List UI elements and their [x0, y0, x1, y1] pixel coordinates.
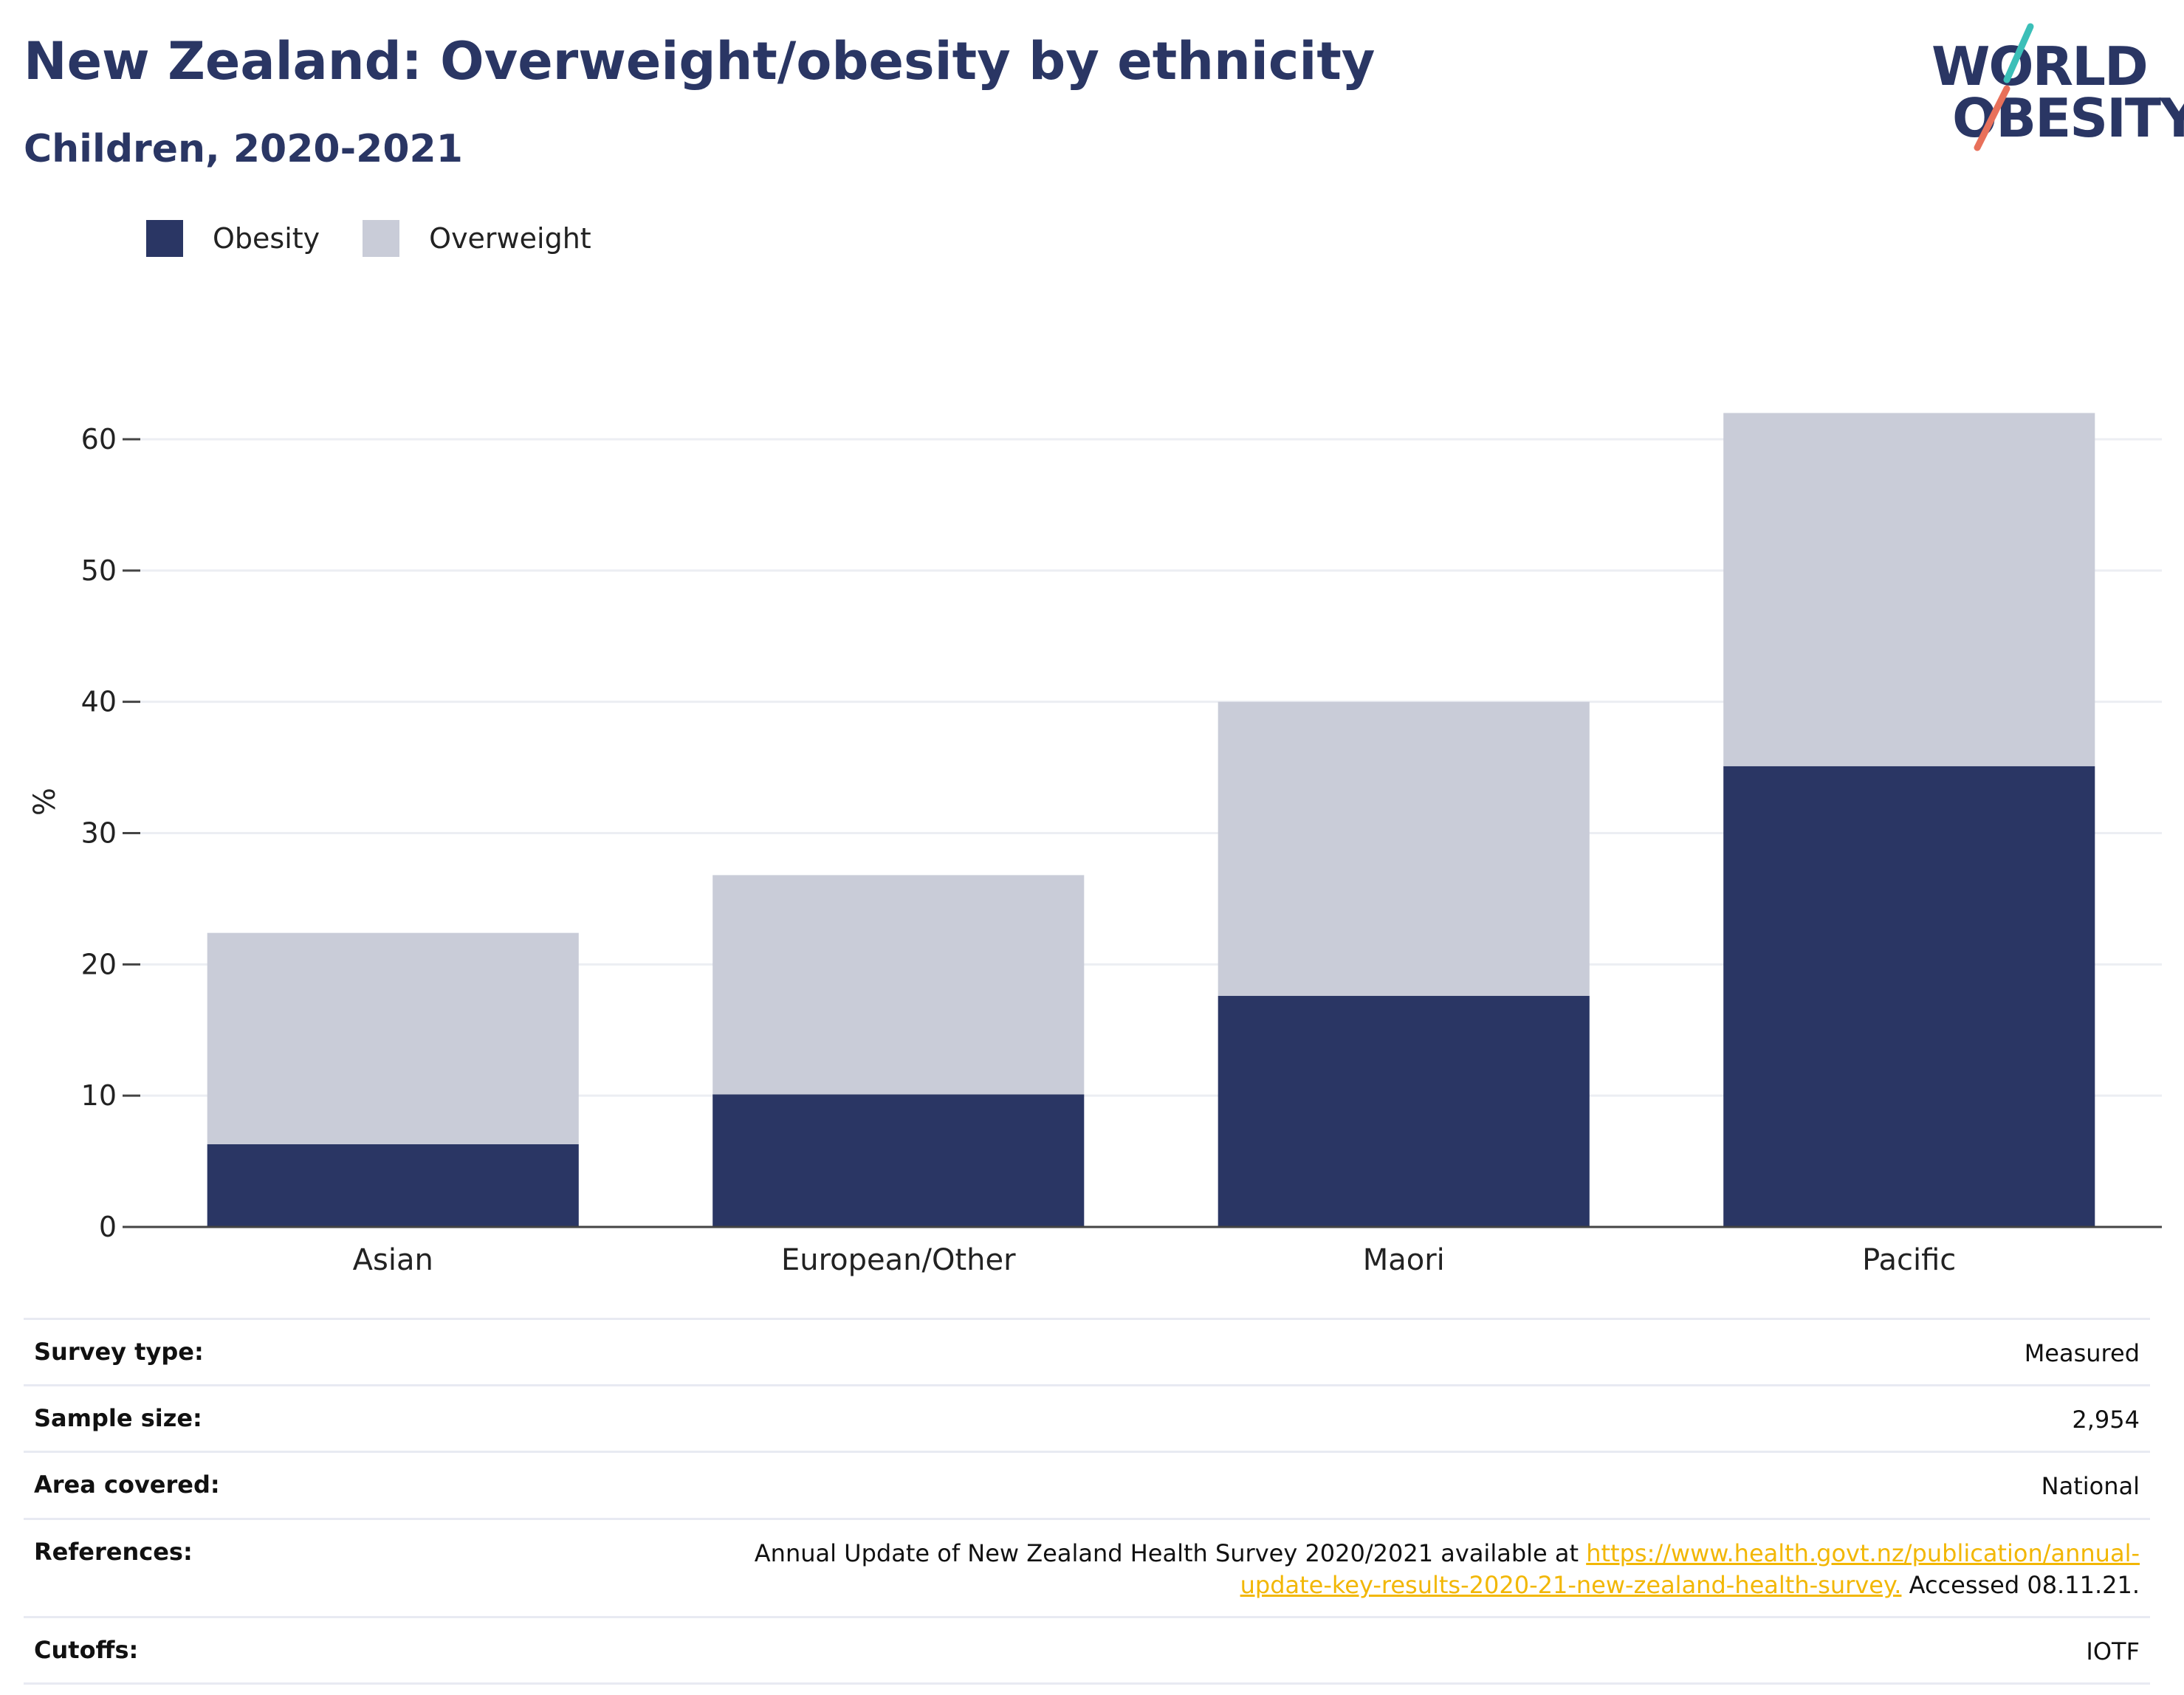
meta-row-sample-size: Sample size: 2,954: [24, 1384, 2150, 1451]
legend-swatch-obesity: [146, 220, 183, 257]
y-tick-label-40: 40: [81, 686, 117, 718]
x-tick-label-1: European/Other: [781, 1243, 1016, 1277]
bar-overweight-0: [207, 932, 579, 1144]
bar-overweight-3: [1723, 413, 2095, 766]
y-tick-label-60: 60: [81, 423, 117, 455]
y-tick-label-20: 20: [81, 948, 117, 980]
world-obesity-logo: WORLD OBESITY: [1920, 21, 2184, 154]
legend-swatch-overweight: [363, 220, 400, 257]
meta-value-references: Annual Update of New Zealand Health Surv…: [670, 1538, 2140, 1601]
y-tick-label-30: 30: [81, 817, 117, 850]
y-axis-title: %: [28, 788, 62, 816]
meta-row-area-covered: Area covered: National: [24, 1451, 2150, 1517]
legend-label-obesity: Obesity: [213, 222, 320, 255]
stacked-bar-chart: 0 10 20 30 40 50 60 Asian European/Other Maori Pac…: [28, 413, 2162, 1277]
legend-item-overweight: Overweight: [363, 220, 591, 257]
meta-value-sample-size: 2,954: [2072, 1406, 2140, 1434]
reference-accessed: Accessed 08.11.21.: [1901, 1570, 2140, 1599]
bar-overweight-2: [1218, 701, 1590, 997]
y-tick-label-0: 0: [99, 1211, 117, 1243]
meta-label-cutoffs: Cutoffs:: [34, 1635, 139, 1664]
bar-obesity-2: [1218, 996, 1590, 1227]
meta-label-area-covered: Area covered:: [34, 1471, 220, 1499]
slash-o-logo-icon: [1974, 23, 2034, 151]
logo-line-1: WORLD: [1931, 35, 2149, 97]
x-tick-label-0: Asian: [353, 1243, 433, 1277]
x-tick-label-3: Pacific: [1862, 1243, 1956, 1277]
reference-text: Annual Update of New Zealand Health Surv…: [754, 1538, 1587, 1567]
bar-obesity-1: [712, 1094, 1085, 1227]
chart-title: New Zealand: Overweight/obesity by ethni…: [24, 31, 1376, 92]
chart-legend: Obesity Overweight: [146, 220, 634, 257]
legend-item-obesity: Obesity: [146, 220, 320, 257]
meta-label-sample-size: Sample size:: [34, 1404, 202, 1433]
meta-label-references: References:: [34, 1537, 193, 1566]
chart-subtitle: Children, 2020-2021: [24, 127, 463, 171]
meta-row-cutoffs: Cutoffs: IOTF: [24, 1615, 2150, 1685]
bar-overweight-1: [712, 875, 1085, 1095]
survey-metadata-table: Survey type: Measured Sample size: 2,954…: [24, 1318, 2150, 1685]
meta-row-references: References: Annual Update of New Zealand…: [24, 1517, 2150, 1616]
meta-label-survey-type: Survey type:: [34, 1338, 204, 1366]
reference-link[interactable]: https://www.health.govt.nz/publication/a…: [1240, 1538, 2140, 1599]
meta-value-cutoffs: IOTF: [2086, 1637, 2140, 1665]
bar-obesity-3: [1723, 766, 2095, 1227]
bar-obesity-0: [207, 1144, 579, 1227]
meta-value-survey-type: Measured: [2024, 1339, 2140, 1367]
x-tick-label-2: Maori: [1363, 1243, 1445, 1277]
meta-row-survey-type: Survey type: Measured: [24, 1318, 2150, 1384]
meta-value-area-covered: National: [2041, 1472, 2140, 1501]
y-tick-label-10: 10: [81, 1079, 117, 1112]
legend-label-overweight: Overweight: [429, 222, 591, 255]
y-tick-label-50: 50: [81, 554, 117, 587]
